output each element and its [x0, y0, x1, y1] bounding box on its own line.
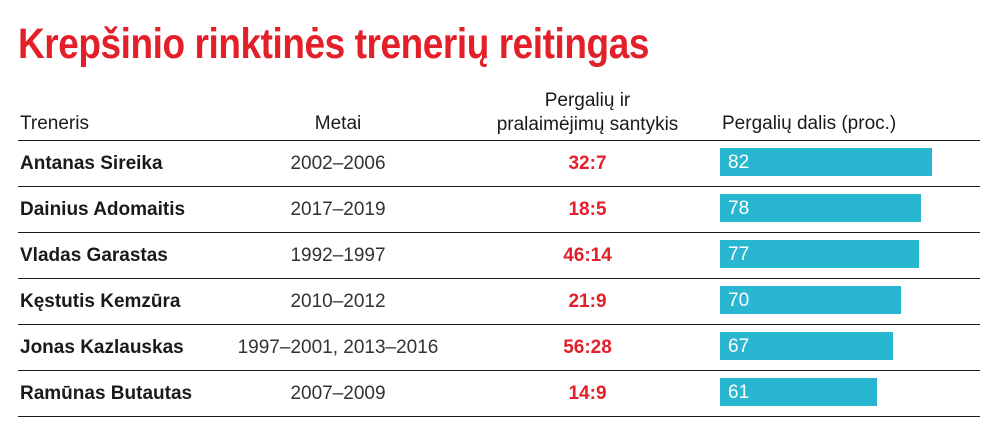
- win-share-label: 67: [728, 336, 750, 357]
- coach-name: Dainius Adomaitis: [20, 199, 186, 220]
- win-share-label: 77: [728, 244, 750, 265]
- win-loss-ratio: 32:7: [568, 153, 607, 174]
- table-row: Antanas Sireika 2002–2006 32:7 82: [18, 140, 980, 186]
- header-ratio-line2: pralaimėjimų santykis: [496, 114, 679, 135]
- win-share-bar: [720, 194, 921, 222]
- win-share-label: 78: [728, 198, 750, 219]
- win-loss-ratio: 46:14: [563, 245, 612, 266]
- table-row: Dainius Adomaitis 2017–2019 18:5 78: [18, 186, 980, 232]
- win-share-bar: [720, 240, 919, 268]
- coach-name: Ramūnas Butautas: [20, 383, 193, 404]
- header-coach: Treneris: [20, 113, 89, 134]
- coach-name: Antanas Sireika: [20, 153, 163, 174]
- win-loss-ratio: 21:9: [568, 291, 607, 312]
- header-share: Pergalių dalis (proc.): [722, 113, 897, 134]
- win-share-label: 70: [728, 290, 750, 311]
- win-share-bar: [720, 332, 893, 360]
- chart-title: Krepšinio rinktinės trenerių reitingas: [18, 20, 649, 68]
- coach-years: 1992–1997: [290, 245, 386, 266]
- coach-years: 2010–2012: [290, 291, 386, 312]
- header-years: Metai: [314, 113, 362, 134]
- header-ratio: Pergalių ir pralaimėjimų santykis: [480, 89, 695, 137]
- table-body: Antanas Sireika 2002–2006 32:7 82 Dainius Ad…: [18, 140, 980, 417]
- win-share-bar: [720, 148, 932, 176]
- win-share-label: 82: [728, 152, 750, 173]
- win-loss-ratio: 56:28: [563, 337, 612, 358]
- header-ratio-line1: Pergalių ir: [544, 90, 631, 111]
- coach-name: Kęstutis Kemzūra: [20, 291, 181, 312]
- coach-name: Jonas Kazlauskas: [20, 337, 184, 358]
- coach-name: Vladas Garastas: [20, 245, 168, 266]
- coach-years: 1997–2001, 2013–2016: [237, 337, 439, 358]
- win-share-label: 61: [728, 382, 750, 403]
- table-row: Jonas Kazlauskas 1997–2001, 2013–2016 56:2…: [18, 324, 980, 370]
- win-loss-ratio: 18:5: [568, 199, 607, 220]
- table-row: Vladas Garastas 1992–1997 46:14 77: [18, 232, 980, 278]
- win-loss-ratio: 14:9: [568, 383, 607, 404]
- coach-years: 2007–2009: [290, 383, 386, 404]
- table-row: Ramūnas Butautas 2007–2009 14:9 61: [18, 370, 980, 417]
- win-share-bar: [720, 378, 877, 406]
- coach-years: 2002–2006: [290, 153, 386, 174]
- table-row: Kęstutis Kemzūra 2010–2012 21:9 70: [18, 278, 980, 324]
- win-share-bar: [720, 286, 901, 314]
- coach-years: 2017–2019: [290, 199, 386, 220]
